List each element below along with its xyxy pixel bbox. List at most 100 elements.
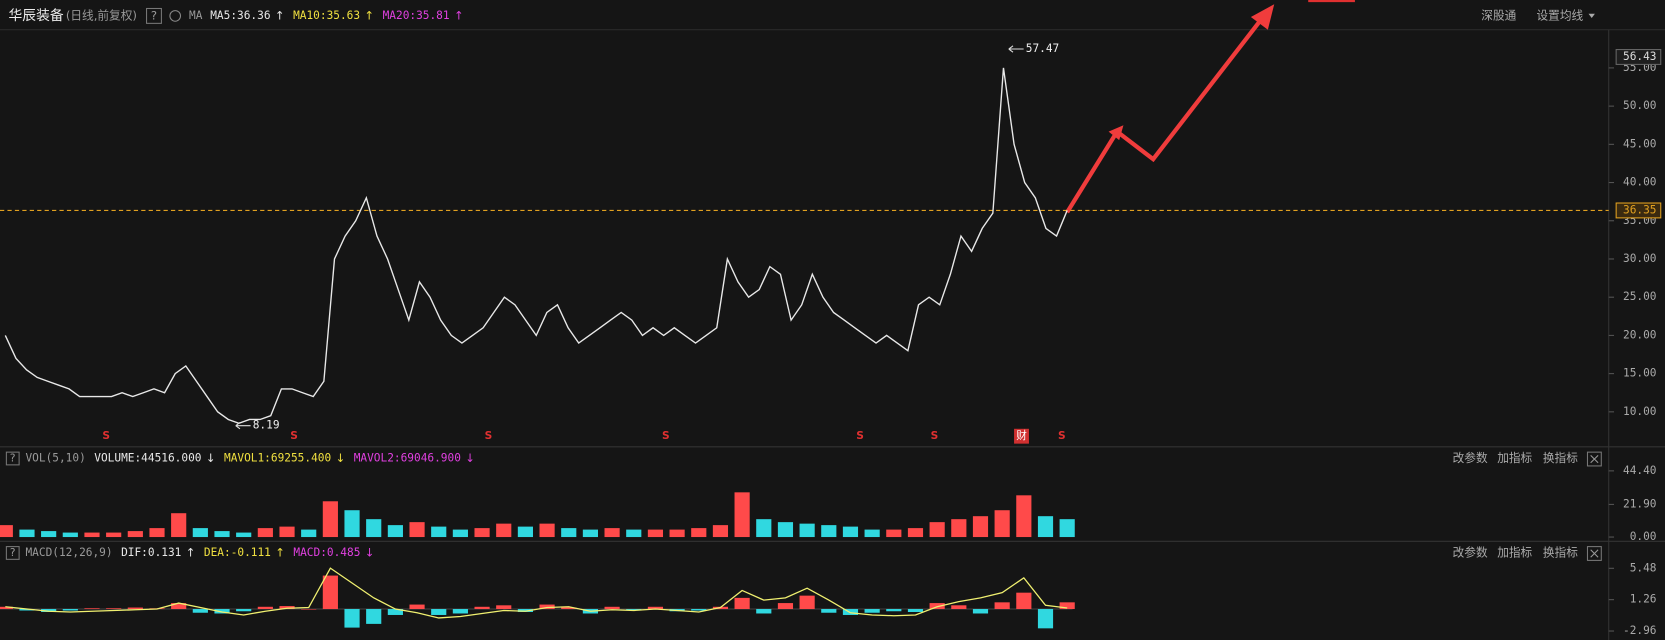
event-marker[interactable]: S xyxy=(1058,429,1066,442)
bar xyxy=(127,531,143,538)
stock-name: 华辰装备 xyxy=(8,7,63,24)
indicator-value: MAVOL1:69255.400 xyxy=(224,452,331,465)
trend-arrow: ↓ xyxy=(335,451,345,465)
bar xyxy=(409,522,425,538)
y-tick-label: 30.00 xyxy=(1623,252,1657,265)
close-icon[interactable] xyxy=(1590,454,1599,464)
line xyxy=(5,567,1068,619)
help[interactable]: ? xyxy=(10,546,16,559)
event-marker[interactable]: S xyxy=(931,429,939,442)
bar xyxy=(561,607,577,610)
top-tag-label: 56.43 xyxy=(1623,50,1657,63)
y-tick-label: 20.00 xyxy=(1623,328,1657,341)
tool-button[interactable]: 换指标 xyxy=(1543,545,1578,559)
close-box[interactable] xyxy=(1586,451,1602,467)
bar xyxy=(929,603,945,610)
bar xyxy=(951,605,967,610)
bar xyxy=(149,528,165,538)
bar xyxy=(0,606,13,610)
bar xyxy=(1037,609,1054,629)
bar xyxy=(257,528,273,538)
tool-button[interactable]: 换指标 xyxy=(1543,451,1578,465)
help-box[interactable] xyxy=(146,7,162,24)
help-box[interactable] xyxy=(5,451,20,466)
tool-button[interactable]: 改参数 xyxy=(1453,545,1488,559)
annotation-arrow xyxy=(1065,4,1275,214)
trend-arrow: ↑ xyxy=(186,545,196,559)
bar xyxy=(604,528,620,538)
bar xyxy=(799,595,815,610)
event-marker[interactable]: 财 xyxy=(1016,429,1027,442)
bar xyxy=(929,522,945,538)
y-tick-label: 45.00 xyxy=(1623,137,1657,150)
bar xyxy=(344,510,360,538)
bar xyxy=(236,532,252,538)
chart-mode[interactable]: (日线,前复权) xyxy=(66,8,137,22)
bar xyxy=(0,525,13,538)
trend-arrow: ↑ xyxy=(364,8,374,22)
bar xyxy=(301,609,317,610)
bar xyxy=(626,529,642,538)
indicator-value: MACD:0.485 xyxy=(293,546,360,559)
bar xyxy=(214,609,230,614)
y-tick-label: 1.26 xyxy=(1630,593,1657,606)
bar xyxy=(452,609,468,614)
bar xyxy=(1016,495,1032,538)
bar xyxy=(1037,516,1054,538)
help[interactable]: ? xyxy=(151,8,157,22)
settings-icon[interactable] xyxy=(169,10,182,22)
bar xyxy=(994,510,1010,538)
close-icon[interactable] xyxy=(1590,549,1599,558)
bar xyxy=(864,609,880,613)
bar xyxy=(1016,592,1032,610)
bar xyxy=(951,519,967,538)
bar xyxy=(192,528,208,538)
trend-arrow: ↑ xyxy=(454,8,464,22)
link[interactable]: 深股通 xyxy=(1481,8,1516,22)
bar xyxy=(626,609,642,611)
close-box[interactable] xyxy=(1586,546,1602,561)
help[interactable]: ? xyxy=(10,452,16,465)
event-marker[interactable]: S xyxy=(485,429,493,442)
link[interactable]: 设置均线 xyxy=(1537,8,1584,22)
bar xyxy=(517,609,533,612)
indicator-value: MA5:36.36 xyxy=(210,9,270,22)
indicator-title: MACD(12,26,9) xyxy=(25,546,112,559)
bar xyxy=(106,608,122,610)
bar xyxy=(19,529,35,538)
help-box[interactable] xyxy=(5,546,20,560)
event-marker[interactable]: S xyxy=(290,429,298,442)
y-tick-label: 5.48 xyxy=(1630,561,1657,574)
bar xyxy=(431,526,447,538)
line xyxy=(4,67,1068,425)
event-box xyxy=(1014,428,1029,444)
bar xyxy=(431,609,447,615)
arrow-head xyxy=(1108,125,1124,141)
trend-arrow: ↓ xyxy=(206,451,216,465)
trend-arrow: ↓ xyxy=(365,545,375,559)
y-tick-label: 0.00 xyxy=(1630,530,1657,543)
bar xyxy=(582,529,599,538)
dropdown-icon[interactable] xyxy=(1588,13,1595,19)
bar xyxy=(712,525,729,538)
bar xyxy=(821,609,837,613)
event-marker[interactable]: S xyxy=(856,429,864,442)
indicator-value: MA10:35.63 xyxy=(293,9,360,22)
bar xyxy=(192,609,208,613)
bar xyxy=(496,605,512,610)
y-tick-label: 40.00 xyxy=(1623,176,1657,189)
event-marker[interactable]: S xyxy=(102,429,110,442)
tool-button[interactable]: 改参数 xyxy=(1453,451,1488,465)
bar xyxy=(517,526,533,538)
event-marker[interactable]: S xyxy=(662,429,670,442)
tool-button[interactable]: 加指标 xyxy=(1497,451,1532,465)
indicator-value: DEA:-0.111 xyxy=(204,546,271,559)
bar xyxy=(756,609,772,614)
tool-button[interactable]: 加指标 xyxy=(1497,545,1532,559)
y-tick-label: 10.00 xyxy=(1623,405,1657,418)
bar xyxy=(171,603,187,610)
y-tick-label: 25.00 xyxy=(1623,290,1657,303)
bar xyxy=(19,609,35,611)
indicator-value: MA20:35.81 xyxy=(383,9,450,22)
